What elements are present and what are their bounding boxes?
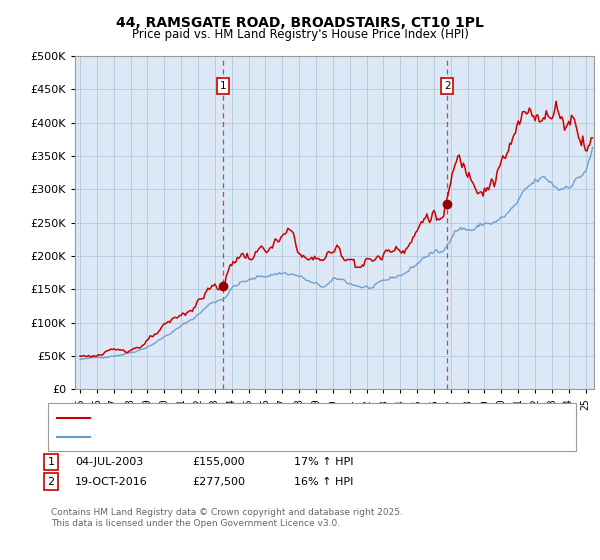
- Text: 16% ↑ HPI: 16% ↑ HPI: [294, 477, 353, 487]
- Text: 1: 1: [220, 81, 227, 91]
- Text: £277,500: £277,500: [192, 477, 245, 487]
- Text: 17% ↑ HPI: 17% ↑ HPI: [294, 457, 353, 467]
- Text: 04-JUL-2003: 04-JUL-2003: [75, 457, 143, 467]
- Text: 19-OCT-2016: 19-OCT-2016: [75, 477, 148, 487]
- Text: 2: 2: [47, 477, 55, 487]
- Text: 1: 1: [47, 457, 55, 467]
- Text: Price paid vs. HM Land Registry's House Price Index (HPI): Price paid vs. HM Land Registry's House …: [131, 28, 469, 41]
- Text: £155,000: £155,000: [192, 457, 245, 467]
- Text: Contains HM Land Registry data © Crown copyright and database right 2025.
This d: Contains HM Land Registry data © Crown c…: [51, 508, 403, 528]
- Text: HPI: Average price, semi-detached house, Thanet: HPI: Average price, semi-detached house,…: [97, 432, 355, 442]
- Text: 44, RAMSGATE ROAD, BROADSTAIRS, CT10 1PL: 44, RAMSGATE ROAD, BROADSTAIRS, CT10 1PL: [116, 16, 484, 30]
- Text: 44, RAMSGATE ROAD, BROADSTAIRS, CT10 1PL (semi-detached house): 44, RAMSGATE ROAD, BROADSTAIRS, CT10 1PL…: [97, 413, 466, 423]
- Text: 2: 2: [444, 81, 451, 91]
